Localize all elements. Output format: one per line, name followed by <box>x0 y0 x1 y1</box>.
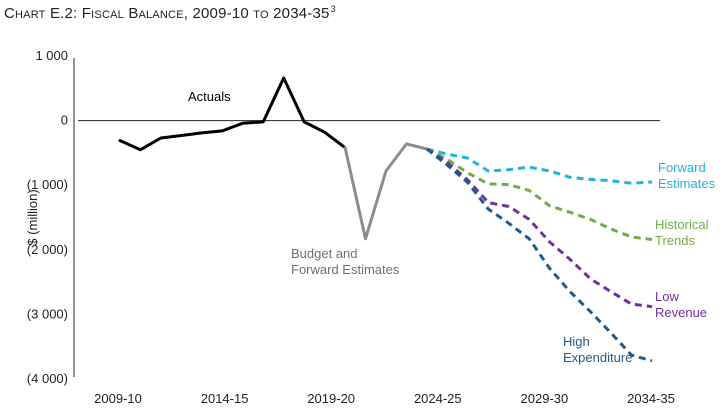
chart-title-text: Chart E.2: Fiscal Balance, 2009-10 to 20… <box>4 5 330 22</box>
series-label-1: Forward Estimates <box>291 262 400 277</box>
series-label-4: Low <box>655 289 679 304</box>
chart-title: Chart E.2: Fiscal Balance, 2009-10 to 20… <box>4 4 336 22</box>
series-layer <box>118 76 653 363</box>
x-tick-label: 2034-35 <box>627 391 675 406</box>
y-tick-label: 1 000 <box>35 48 68 63</box>
y-axis-title: $ (million) <box>25 189 40 245</box>
y-tick-label: (1 000) <box>27 177 68 192</box>
y-tick-label: (2 000) <box>27 242 68 257</box>
title-footnote-marker: 3 <box>330 4 336 14</box>
series-label-5: Expenditure <box>563 350 632 365</box>
y-tick-label: (3 000) <box>27 306 68 321</box>
y-tick-label: (4 000) <box>27 371 68 386</box>
series-line-2 <box>426 147 653 185</box>
x-tick-label: 2014-15 <box>201 391 249 406</box>
series-line-3 <box>426 147 653 241</box>
x-tick-label: 2024-25 <box>414 391 462 406</box>
y-tick-label: 0 <box>61 113 68 128</box>
series-line-1 <box>343 142 429 241</box>
axes-layer: 1 000 0 (1 000) (2 000) (3 000) (4 000) $ (mil… <box>25 48 675 406</box>
series-label-2: Estimates <box>658 176 716 191</box>
series-label-0: Actuals <box>188 89 231 104</box>
series-label-5: High <box>563 334 590 349</box>
series-label-3: Historical <box>655 217 709 232</box>
series-line-5 <box>425 147 653 363</box>
series-line-0 <box>118 76 347 152</box>
x-tick-label: 2019-20 <box>307 391 355 406</box>
series-label-2: Forward <box>658 160 706 175</box>
series-line-4 <box>426 147 653 309</box>
series-label-3: Trends <box>655 233 695 248</box>
x-tick-label: 2009-10 <box>94 391 142 406</box>
x-tick-label: 2029-30 <box>521 391 569 406</box>
series-label-4: Revenue <box>655 305 707 320</box>
series-label-1: Budget and <box>291 246 358 261</box>
